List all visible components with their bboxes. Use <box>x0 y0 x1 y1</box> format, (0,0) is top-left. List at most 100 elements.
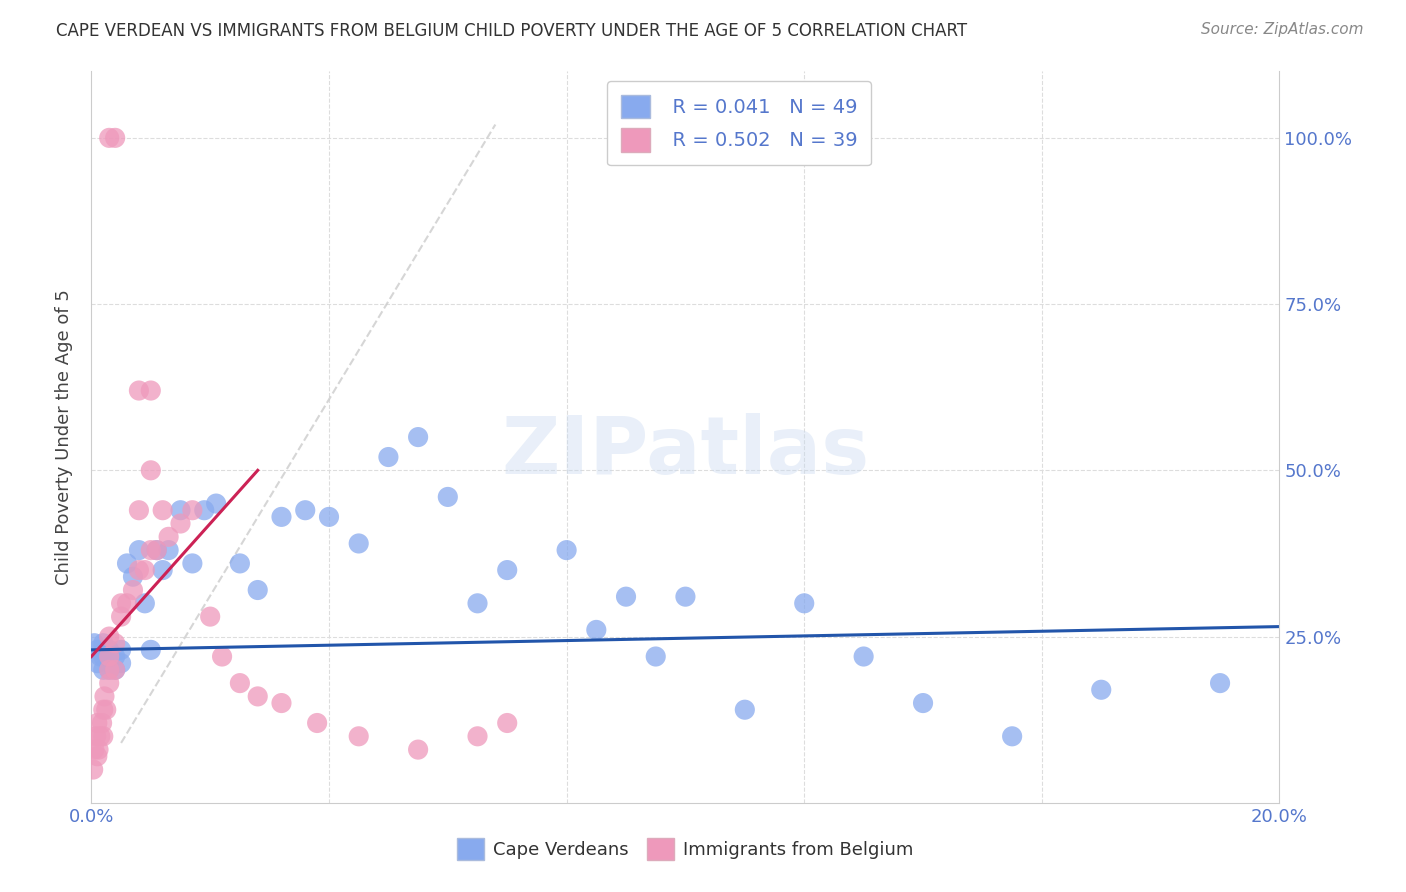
Point <box>181 503 204 517</box>
Point <box>436 490 458 504</box>
Point <box>84 729 107 743</box>
Point <box>1209 676 1232 690</box>
Point <box>157 530 180 544</box>
Point <box>93 690 115 704</box>
Point <box>169 516 191 531</box>
Point <box>110 643 132 657</box>
Point <box>496 563 519 577</box>
Point <box>614 590 637 604</box>
Point <box>104 649 127 664</box>
Point <box>377 450 399 464</box>
Point <box>585 623 607 637</box>
Point <box>83 636 105 650</box>
Point <box>270 509 292 524</box>
Point <box>128 384 150 398</box>
Point <box>91 716 114 731</box>
Point <box>246 690 269 704</box>
Point <box>122 582 145 597</box>
Point <box>115 557 138 571</box>
Point <box>734 703 756 717</box>
Point <box>115 596 138 610</box>
Point <box>1001 729 1024 743</box>
Point <box>467 729 489 743</box>
Point <box>122 570 145 584</box>
Point <box>96 703 118 717</box>
Point <box>98 630 121 644</box>
Point <box>98 649 121 664</box>
Point <box>205 497 228 511</box>
Point <box>98 663 121 677</box>
Point <box>134 563 156 577</box>
Text: Source: ZipAtlas.com: Source: ZipAtlas.com <box>1201 22 1364 37</box>
Point <box>145 543 167 558</box>
Point <box>145 543 167 558</box>
Point <box>406 430 429 444</box>
Point <box>83 742 105 756</box>
Point <box>152 563 174 577</box>
Point <box>229 557 252 571</box>
Point <box>91 649 114 664</box>
Point <box>496 716 519 731</box>
Point <box>211 649 233 664</box>
Point <box>89 729 111 743</box>
Point <box>139 384 162 398</box>
Point <box>911 696 934 710</box>
Point <box>128 503 150 517</box>
Point <box>134 596 156 610</box>
Point <box>229 676 252 690</box>
Point <box>91 729 114 743</box>
Point <box>200 609 222 624</box>
Point <box>86 656 108 670</box>
Point <box>139 643 162 657</box>
Point <box>89 649 111 664</box>
Point <box>347 536 370 550</box>
Point <box>673 590 696 604</box>
Point <box>91 703 114 717</box>
Point <box>318 509 340 524</box>
Point <box>104 131 127 145</box>
Point <box>110 656 132 670</box>
Point <box>128 563 150 577</box>
Point <box>1090 682 1112 697</box>
Point <box>82 763 104 777</box>
Point <box>347 729 370 743</box>
Y-axis label: Child Poverty Under the Age of 5: Child Poverty Under the Age of 5 <box>55 289 73 585</box>
Point <box>467 596 489 610</box>
Point <box>157 543 180 558</box>
Point <box>110 596 132 610</box>
Point <box>98 663 121 677</box>
Point <box>152 503 174 517</box>
Point <box>104 636 127 650</box>
Point <box>87 742 110 756</box>
Point <box>86 716 108 731</box>
Point <box>181 557 204 571</box>
Point <box>98 676 121 690</box>
Point <box>307 716 329 731</box>
Point <box>294 503 316 517</box>
Point <box>98 643 121 657</box>
Point <box>91 636 114 650</box>
Point <box>169 503 191 517</box>
Point <box>104 663 127 677</box>
Point <box>793 596 815 610</box>
Point <box>110 609 132 624</box>
Point <box>406 742 429 756</box>
Point <box>98 656 121 670</box>
Point <box>104 663 127 677</box>
Point <box>128 543 150 558</box>
Point <box>139 543 162 558</box>
Text: CAPE VERDEAN VS IMMIGRANTS FROM BELGIUM CHILD POVERTY UNDER THE AGE OF 5 CORRELA: CAPE VERDEAN VS IMMIGRANTS FROM BELGIUM … <box>56 22 967 40</box>
Point <box>139 463 162 477</box>
Text: ZIPatlas: ZIPatlas <box>502 413 869 491</box>
Point <box>852 649 875 664</box>
Point <box>86 643 108 657</box>
Point <box>644 649 666 664</box>
Point <box>555 543 578 558</box>
Point <box>193 503 215 517</box>
Point <box>98 131 121 145</box>
Point <box>270 696 292 710</box>
Point <box>246 582 269 597</box>
Point <box>91 663 114 677</box>
Point <box>86 749 108 764</box>
Legend: Cape Verdeans, Immigrants from Belgium: Cape Verdeans, Immigrants from Belgium <box>450 830 921 867</box>
